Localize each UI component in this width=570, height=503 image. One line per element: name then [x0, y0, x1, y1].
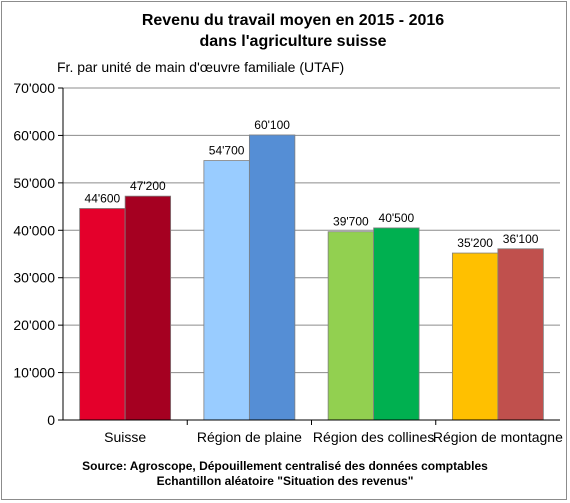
bar — [124, 195, 172, 421]
y-axis-label: Fr. par unité de main d'œuvre familiale … — [57, 59, 344, 75]
bar-value-label: 39'700 — [333, 215, 369, 229]
source-line-1: Source: Agroscope, Dépouillement central… — [82, 459, 488, 473]
chart-title-line-1: Revenu du travail moyen en 2015 - 2016 — [142, 12, 444, 29]
y-tick-label: 50'000 — [13, 175, 55, 191]
bar-value-label: 44'600 — [85, 191, 121, 205]
y-tick-label: 20'000 — [13, 317, 55, 333]
bar — [373, 227, 420, 421]
bar — [248, 134, 296, 421]
bar-value-label: 47'200 — [130, 179, 166, 193]
bar — [327, 231, 375, 421]
y-tick-label: 60'000 — [13, 127, 55, 143]
bars — [79, 134, 544, 421]
category-label: Région de montagne — [433, 429, 563, 445]
bar — [203, 160, 250, 421]
bar-value-label: 40'500 — [379, 211, 415, 225]
value-labels: 44'600 47'200 54'700 60'100 39'700 40'500 35'2… — [85, 118, 539, 250]
source-line-2: Echantillon aléatoire "Situation des rev… — [157, 474, 414, 488]
y-tick-label: 30'000 — [13, 270, 55, 286]
bar-value-label: 60'100 — [254, 118, 290, 132]
y-tick-label: 70'000 — [13, 80, 55, 96]
y-tick-labels: 0 10'000 20'000 30'000 40'000 50'000 60'000 70'… — [13, 80, 63, 428]
bar-value-label: 35'200 — [457, 236, 493, 250]
bar — [497, 248, 544, 421]
y-tick-label: 0 — [47, 412, 55, 428]
category-label: Région des collines — [313, 429, 434, 445]
chart-title-line-2: dans l'agriculture suisse — [200, 33, 387, 50]
bar-value-label: 54'700 — [209, 144, 245, 158]
bar — [451, 252, 499, 421]
bar — [79, 208, 126, 421]
y-tick-label: 10'000 — [13, 365, 55, 381]
category-label: Suisse — [104, 429, 146, 445]
y-tick-label: 40'000 — [13, 222, 55, 238]
category-label: Région de plaine — [197, 429, 302, 445]
category-labels: Suisse Région de plaine Région des colline… — [104, 420, 563, 445]
bar-value-label: 36'100 — [503, 232, 539, 246]
